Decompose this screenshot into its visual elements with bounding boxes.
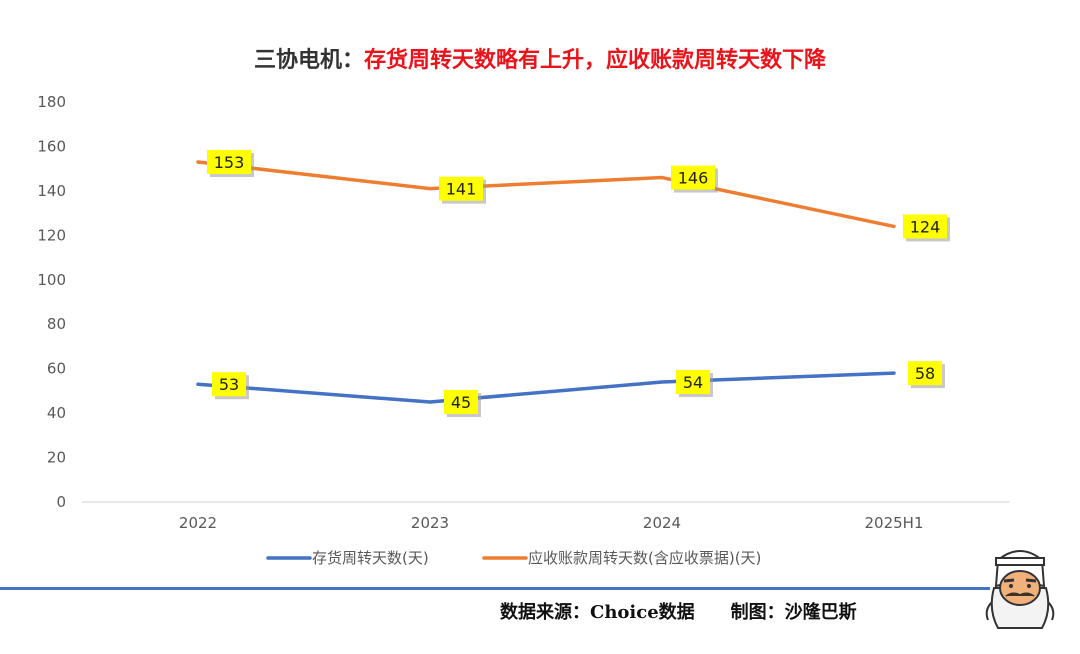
y-tick-label: 60 [47,360,66,378]
y-tick-label: 100 [37,271,66,289]
series-line-1 [196,371,896,404]
data-label-box [212,372,246,397]
y-tick-label: 140 [37,182,66,200]
legend-label-1: 存货周转天数(天) [312,549,429,567]
data-label: 153 [214,153,245,172]
chart-title: 三协电机：存货周转天数略有上升，应收账款周转天数下降 [0,42,1080,74]
data-label: 45 [451,393,471,412]
data-label-box [439,176,483,201]
chart-title-prefix: 三协电机： [253,47,364,73]
x-tick-label: 2023 [411,514,449,532]
data-label-box [671,165,715,190]
x-tick-label: 2025H1 [865,514,924,532]
data-label: 146 [678,169,709,188]
legend-label-2: 应收账款周转天数(含应收票据)(天) [528,549,761,567]
footer: 数据来源：Choice数据 制图：沙隆巴斯 [500,598,857,624]
data-label-box [676,370,710,394]
x-tick-label: 2022 [179,514,217,532]
data-label: 54 [683,373,703,392]
y-tick-label: 80 [47,315,66,333]
data-label: 53 [219,375,239,394]
author-text: 制图：沙隆巴斯 [730,602,857,623]
footer-rule [0,587,990,590]
data-label-box [444,390,478,414]
y-tick-label: 120 [37,226,66,244]
data-label: 58 [915,364,935,383]
data-label-box [908,361,942,386]
data-label-box [207,150,251,174]
data-label: 124 [910,217,941,236]
data-label-box [903,214,947,239]
chart-title-main: 存货周转天数略有上升，应收账款周转天数下降 [364,47,827,73]
data-label: 141 [446,180,477,199]
source-text: 数据来源：Choice数据 [500,602,695,623]
series-line-2 [196,160,896,229]
y-tick-label: 160 [37,137,66,155]
x-tick-label: 2024 [643,514,681,532]
y-tick-label: 40 [47,404,66,422]
y-tick-label: 0 [56,493,66,511]
y-tick-label: 180 [37,93,66,111]
y-tick-label: 20 [47,449,66,467]
mascot-logo [985,550,1055,629]
